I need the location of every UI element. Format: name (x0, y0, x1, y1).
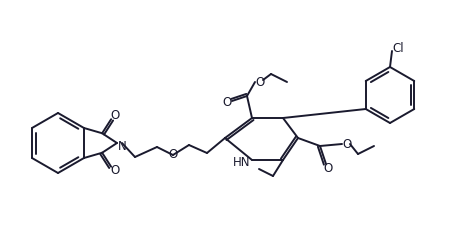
Text: O: O (110, 109, 120, 122)
Text: O: O (342, 138, 352, 151)
Text: Cl: Cl (392, 42, 404, 55)
Text: HN: HN (233, 156, 251, 169)
Text: N: N (118, 139, 127, 153)
Text: O: O (169, 148, 178, 160)
Text: O: O (110, 164, 120, 177)
Text: O: O (256, 76, 265, 89)
Text: O: O (323, 163, 333, 175)
Text: O: O (222, 95, 232, 108)
